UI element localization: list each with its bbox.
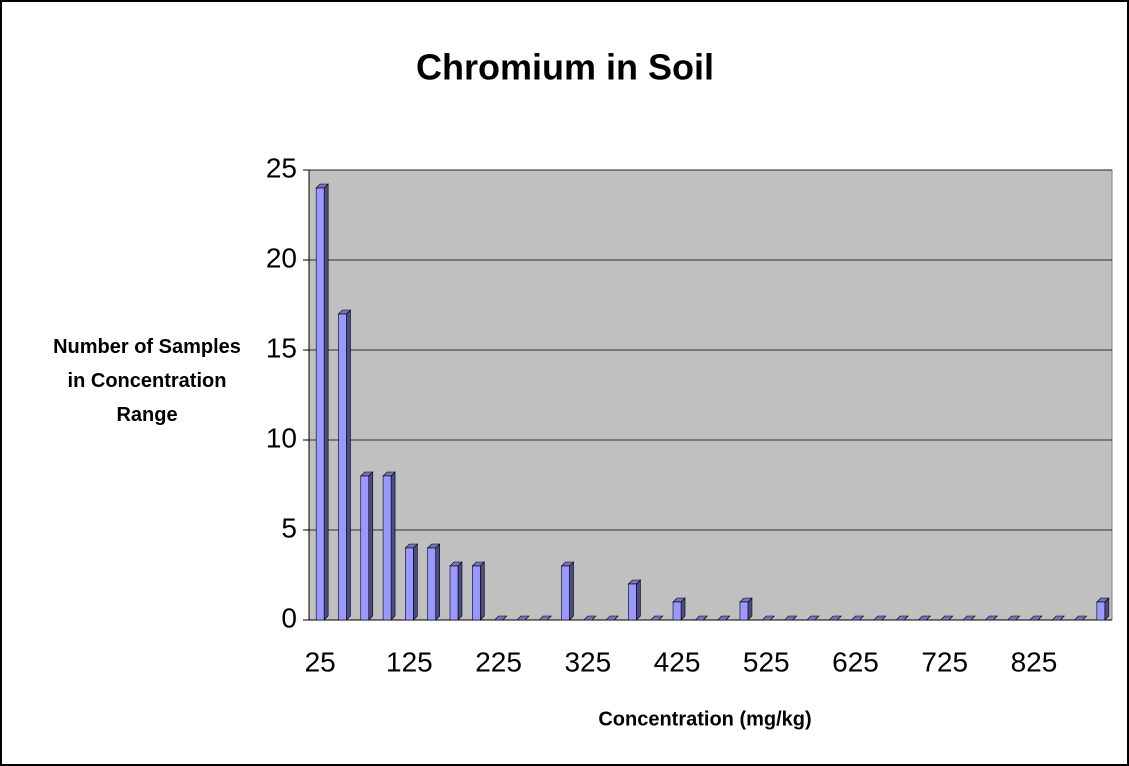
bar-top <box>917 615 932 621</box>
bar-side <box>435 543 440 621</box>
bar-top <box>1073 615 1088 621</box>
y-tick-label: 0 <box>281 602 297 633</box>
bar <box>315 187 325 621</box>
x-tick-label: 125 <box>386 646 433 677</box>
bar <box>405 547 414 621</box>
bar <box>1096 601 1106 621</box>
plot-area <box>308 169 1113 621</box>
bar-side <box>569 561 574 621</box>
bar-side <box>346 309 351 621</box>
bar <box>628 583 637 621</box>
bar <box>739 601 749 621</box>
bar <box>561 565 570 621</box>
bar <box>338 313 347 621</box>
bar-top <box>850 615 865 621</box>
bar-side <box>368 471 374 621</box>
bar-side <box>457 561 463 621</box>
bar <box>382 475 392 621</box>
bar-top <box>962 615 976 621</box>
bar-side <box>390 471 396 621</box>
bar-top <box>538 615 552 621</box>
bar <box>449 565 459 621</box>
x-tick-label: 525 <box>743 646 790 677</box>
bar-top <box>1029 615 1043 621</box>
y-tick-label: 10 <box>266 422 297 453</box>
bar-side <box>413 543 418 621</box>
bar-top <box>493 615 508 621</box>
bar-top <box>716 615 731 621</box>
bar-top <box>605 615 619 621</box>
x-axis-title: Concentration (mg/kg) <box>598 708 811 730</box>
x-tick-label: 25 <box>305 646 336 677</box>
bar-top <box>984 615 999 621</box>
x-tick-label: 725 <box>921 646 968 677</box>
bar-top <box>1006 615 1021 621</box>
chart-title: Chromium in Soil <box>416 47 714 88</box>
y-axis-title: Number of Samples in Concentration Range <box>53 336 241 426</box>
x-tick-label: 825 <box>1011 646 1058 677</box>
bar-side <box>636 579 641 621</box>
bar-top <box>650 615 664 621</box>
bar-top <box>895 615 909 621</box>
bar <box>360 475 370 621</box>
x-tick-label: 225 <box>475 646 522 677</box>
bar-top <box>783 615 798 621</box>
bar <box>427 547 436 621</box>
bar-top <box>873 615 887 621</box>
bar-top <box>516 615 530 621</box>
x-tick-label: 425 <box>654 646 701 677</box>
y-tick-label: 5 <box>281 512 297 543</box>
bar-side <box>323 183 329 621</box>
bar-top <box>761 615 775 621</box>
bar-top <box>583 615 597 621</box>
bar-top <box>828 615 842 621</box>
bar-top <box>939 615 954 621</box>
x-tick-label: 625 <box>832 646 879 677</box>
y-tick-label: 25 <box>266 152 297 183</box>
y-tick-label: 20 <box>266 242 297 273</box>
y-tick-label: 15 <box>266 332 297 363</box>
bar-side <box>479 561 485 621</box>
bar-top <box>694 615 709 621</box>
bar <box>471 565 481 621</box>
x-tick-label: 325 <box>564 646 611 677</box>
bar <box>672 601 682 621</box>
bar-top <box>1051 615 1065 621</box>
bar-top <box>806 615 820 621</box>
